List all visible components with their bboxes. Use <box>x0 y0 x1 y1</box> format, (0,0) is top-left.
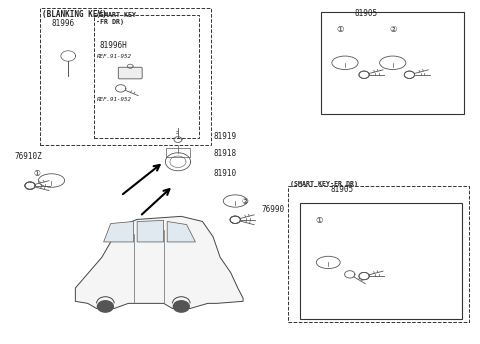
Circle shape <box>173 301 189 312</box>
Text: ①: ① <box>34 169 41 178</box>
Text: 81905: 81905 <box>355 9 378 18</box>
Bar <box>39 8 211 145</box>
Text: ①: ① <box>315 216 323 225</box>
Bar <box>288 186 469 322</box>
Text: 81919: 81919 <box>214 132 237 141</box>
Text: (SMART KEY-FR DR): (SMART KEY-FR DR) <box>290 181 358 187</box>
PathPatch shape <box>167 222 195 242</box>
Text: ①: ① <box>336 25 344 34</box>
Bar <box>166 148 190 157</box>
Text: 76910Z: 76910Z <box>15 152 43 161</box>
PathPatch shape <box>75 216 243 309</box>
Text: REF.91-952: REF.91-952 <box>97 54 132 59</box>
Bar <box>321 12 464 114</box>
Text: 81996: 81996 <box>51 19 74 28</box>
Text: 81996H: 81996H <box>99 41 127 50</box>
Text: 76990: 76990 <box>262 205 285 214</box>
Text: 81918: 81918 <box>214 149 237 158</box>
Text: ②: ② <box>241 196 248 205</box>
FancyBboxPatch shape <box>118 67 142 79</box>
Bar <box>95 15 199 138</box>
Text: (SMART KEY
-FR DR): (SMART KEY -FR DR) <box>96 12 136 25</box>
PathPatch shape <box>137 221 164 242</box>
Text: 81905: 81905 <box>331 185 354 194</box>
PathPatch shape <box>104 222 133 242</box>
Text: (BLANKING KEY): (BLANKING KEY) <box>42 10 107 19</box>
Text: ②: ② <box>389 25 396 34</box>
Text: REF.91-952: REF.91-952 <box>97 97 132 102</box>
Circle shape <box>97 301 113 312</box>
Bar <box>300 203 462 319</box>
Text: 81910: 81910 <box>214 169 237 178</box>
